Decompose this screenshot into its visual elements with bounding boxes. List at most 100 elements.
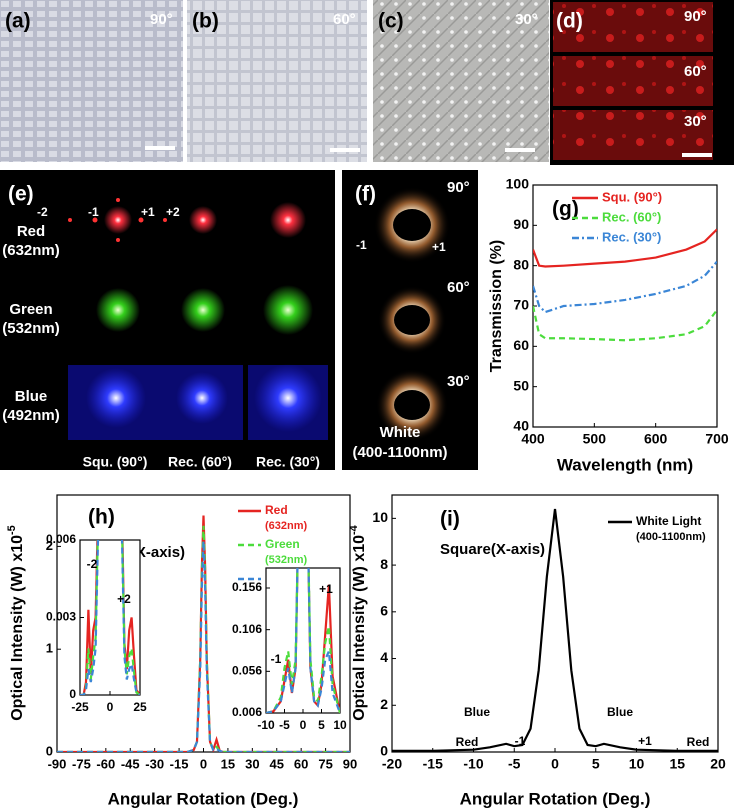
x-tick-label: 90 bbox=[343, 756, 357, 771]
angle-label: 30° bbox=[684, 113, 707, 130]
angle-label: 30° bbox=[447, 373, 470, 390]
angle-label: 30° bbox=[515, 11, 538, 28]
annotation: +2 bbox=[117, 592, 131, 606]
angle-label: 60° bbox=[684, 63, 707, 80]
row-label: (532nm) bbox=[2, 320, 60, 337]
legend-label: Red bbox=[265, 503, 288, 517]
x-tick-label: 0 bbox=[551, 756, 559, 772]
series-line bbox=[57, 541, 350, 752]
white-diffraction bbox=[374, 187, 450, 441]
series-line bbox=[392, 508, 718, 752]
chart: 400 500 600 700 40 50 60 70 80 90 100 (g) Wavelength… bbox=[488, 176, 729, 475]
panel-label: (e) bbox=[8, 183, 34, 206]
panel-label: (i) bbox=[440, 508, 460, 531]
y-tick-label: 80 bbox=[513, 256, 529, 272]
panel-label: (c) bbox=[378, 10, 404, 33]
x-tick-label: -10 bbox=[463, 756, 483, 772]
x-tick-label: 10 bbox=[629, 756, 645, 772]
row-label: Blue bbox=[15, 388, 48, 405]
x-tick-label: 600 bbox=[644, 431, 668, 447]
x-tick-label: 60 bbox=[294, 756, 308, 771]
x-tick-label: 45 bbox=[270, 756, 284, 771]
x-tick-label: 15 bbox=[221, 756, 235, 771]
y-tick-label: 0.006 bbox=[232, 705, 262, 719]
y-axis-title-text: Optical Intensity (W) x10 bbox=[351, 535, 368, 721]
y-tick-label: 2 bbox=[380, 696, 388, 712]
y-axis-title-text: Optical Intensity (W) x10 bbox=[9, 535, 26, 721]
x-axis-title: Angular Rotation (Deg.) bbox=[460, 789, 651, 808]
legend-label: White Light bbox=[636, 514, 701, 528]
y-tick-label: 0.156 bbox=[232, 580, 262, 594]
annotation: Blue bbox=[607, 705, 633, 719]
x-tick-label: 75 bbox=[318, 756, 332, 771]
column-label: Rec. (60°) bbox=[168, 454, 232, 470]
y-tick-label: 10 bbox=[372, 509, 388, 525]
angle-label: 90° bbox=[150, 11, 173, 28]
row-label: (632nm) bbox=[2, 242, 60, 259]
series-line bbox=[533, 260, 717, 314]
legend-label: (532nm) bbox=[265, 554, 308, 566]
chart: -20 -15 -10 -5 0 5 10 15 20 0 2 4 6 8 10 (i) Square(X-ax… bbox=[348, 494, 726, 808]
y-tick-label: 0 bbox=[69, 687, 76, 701]
column-label: Squ. (90°) bbox=[83, 454, 148, 470]
legend-label: (400-1100nm) bbox=[636, 531, 706, 543]
x-tick-label: 0 bbox=[107, 700, 114, 714]
y-tick-label: 70 bbox=[513, 297, 529, 313]
legend-label: Rec. (30°) bbox=[602, 229, 661, 244]
y-tick-label: 0.106 bbox=[232, 622, 262, 636]
y-axis-title: Optical Intensity (W) x10-5 bbox=[6, 525, 26, 721]
annotation: -1 bbox=[515, 734, 526, 748]
order-label: +1 bbox=[141, 205, 155, 219]
x-tick-label: -25 bbox=[71, 700, 89, 714]
x-tick-label: -5 bbox=[279, 718, 290, 732]
annotation: Red bbox=[456, 735, 479, 749]
series-line bbox=[533, 305, 717, 342]
series-line bbox=[533, 228, 717, 268]
panel-label: (b) bbox=[192, 10, 219, 33]
annotation: Square(X-axis) bbox=[440, 541, 545, 558]
annotation: -1 bbox=[271, 652, 282, 666]
angle-label: 60° bbox=[447, 279, 470, 296]
y-tick-label: 0.003 bbox=[46, 610, 76, 624]
y-tick-label: 100 bbox=[506, 176, 530, 192]
x-tick-label: -90 bbox=[48, 756, 67, 771]
white-label: White bbox=[380, 424, 421, 441]
legend-label: Rec. (60°) bbox=[602, 209, 661, 224]
y-axis-title-text: Transmission (%) bbox=[488, 240, 505, 372]
x-tick-label: -75 bbox=[72, 756, 91, 771]
y-tick-label: 8 bbox=[380, 556, 388, 572]
diffraction-image bbox=[553, 110, 713, 160]
angle-label: 60° bbox=[333, 11, 356, 28]
x-tick-label: 0 bbox=[200, 756, 207, 771]
series-line bbox=[80, 540, 140, 695]
x-tick-label: -60 bbox=[96, 756, 115, 771]
panel-label: (g) bbox=[552, 198, 579, 221]
micrograph bbox=[0, 0, 183, 162]
y-tick-label: 50 bbox=[513, 377, 529, 393]
y-axis-exponent: -4 bbox=[348, 524, 360, 535]
x-tick-label: 0 bbox=[300, 718, 307, 732]
y-tick-label: 40 bbox=[513, 418, 529, 434]
series-line bbox=[80, 540, 140, 695]
micrograph bbox=[187, 0, 367, 162]
legend-label: (632nm) bbox=[265, 520, 308, 532]
x-tick-label: 700 bbox=[705, 431, 729, 447]
x-tick-label: -10 bbox=[257, 718, 275, 732]
row-label: (492nm) bbox=[2, 407, 60, 424]
panel-label: (h) bbox=[88, 506, 115, 529]
x-tick-label: 5 bbox=[592, 756, 600, 772]
x-tick-label: -20 bbox=[382, 756, 402, 772]
series-line bbox=[266, 568, 340, 713]
x-tick-label: -30 bbox=[145, 756, 164, 771]
x-tick-label: 20 bbox=[710, 756, 726, 772]
angle-label: 90° bbox=[447, 179, 470, 196]
series-line bbox=[80, 540, 140, 695]
x-tick-label: 5 bbox=[318, 718, 325, 732]
y-axis-exponent: -5 bbox=[6, 525, 18, 535]
y-tick-label: 6 bbox=[380, 603, 388, 619]
row-label: Red bbox=[17, 223, 45, 240]
y-tick-label: 1 bbox=[46, 641, 53, 656]
y-axis-title: Optical Intensity (W) x10-4 bbox=[348, 524, 368, 720]
angle-label: 90° bbox=[684, 8, 707, 25]
